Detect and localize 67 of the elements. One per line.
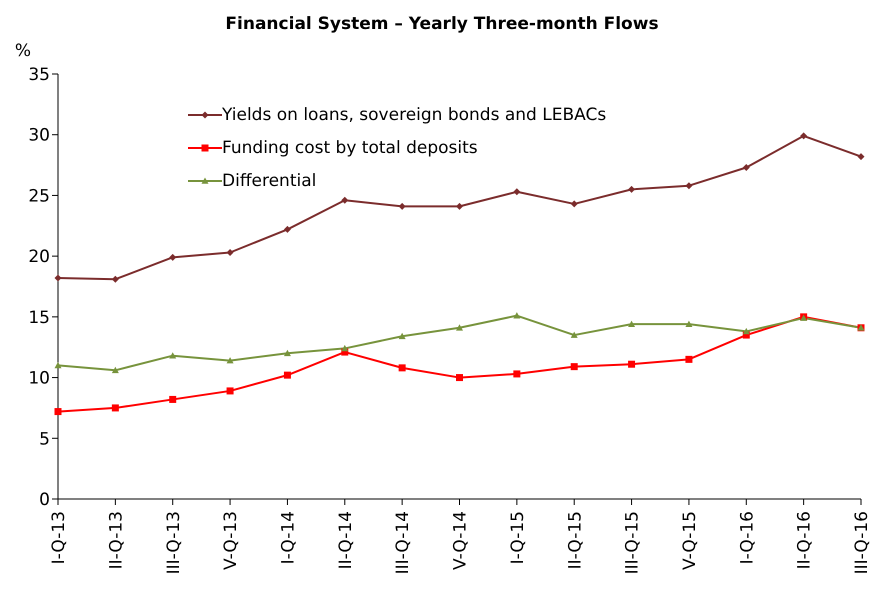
- point: [226, 357, 234, 364]
- point: [800, 132, 808, 140]
- point: [685, 356, 692, 363]
- y-tick-label: 5: [39, 429, 50, 450]
- x-tick-label: III-Q-13: [164, 511, 184, 574]
- y-tick-label: 20: [28, 247, 50, 268]
- x-tick-label: III-Q-15: [622, 511, 643, 574]
- x-tick-label: III-Q-16: [852, 511, 872, 574]
- point: [54, 362, 62, 368]
- x-tick-label: V-Q-15: [680, 511, 700, 570]
- point: [456, 202, 463, 210]
- point: [169, 396, 176, 403]
- point: [284, 350, 291, 356]
- y-tick-label: 30: [28, 126, 50, 146]
- x-tick-label: II-Q-16: [794, 511, 815, 570]
- point: [685, 182, 692, 190]
- x-tick-label: I-Q-14: [278, 511, 298, 564]
- point: [628, 186, 636, 193]
- point: [54, 408, 62, 416]
- point: [628, 360, 636, 368]
- y-tick-label: 15: [28, 308, 50, 328]
- point: [570, 332, 578, 338]
- point: [513, 370, 520, 378]
- x-tick-label: I-Q-16: [737, 511, 758, 564]
- point: [456, 374, 463, 382]
- point: [685, 320, 692, 327]
- x-tick-label: I-Q-13: [49, 511, 70, 564]
- point: [742, 164, 750, 171]
- point: [513, 312, 520, 318]
- point: [398, 332, 406, 340]
- point: [169, 352, 176, 359]
- x-tick-label: V-Q-13: [221, 511, 242, 570]
- point: [341, 196, 348, 204]
- point: [742, 328, 750, 334]
- y-tick-label: 10: [28, 368, 50, 389]
- x-tick-label: I-Q-15: [508, 511, 528, 564]
- point: [112, 404, 119, 412]
- y-axis-title: %: [14, 41, 32, 61]
- point: [456, 324, 463, 331]
- x-tick-label: V-Q-14: [450, 511, 471, 570]
- point: [112, 276, 119, 283]
- x-tick-label: II-Q-15: [565, 511, 586, 570]
- x-tick-label: II-Q-13: [106, 511, 126, 570]
- point: [398, 202, 406, 210]
- x-tick-label: III-Q-14: [393, 511, 414, 574]
- y-tick-label: 0: [39, 490, 50, 510]
- chart-title: Financial System – Yearly Three-month Flows: [224, 13, 660, 34]
- y-tick-label: 35: [28, 65, 50, 86]
- legend-label: Differential: [222, 170, 316, 190]
- point: [54, 274, 62, 282]
- point: [226, 249, 234, 256]
- point: [858, 153, 864, 160]
- legend-label: Funding cost by total deposits: [222, 138, 478, 158]
- point: [570, 200, 578, 208]
- point: [341, 344, 348, 352]
- point: [513, 188, 520, 196]
- point: [398, 364, 406, 372]
- point: [284, 226, 291, 233]
- point: [169, 254, 176, 261]
- legend-label: Yields on loans, sovereign bonds and LEBACs: [222, 104, 606, 124]
- point: [570, 363, 578, 370]
- y-tick-label: 25: [28, 186, 50, 206]
- point: [284, 372, 291, 379]
- point: [112, 366, 119, 374]
- x-tick-label: II-Q-14: [336, 511, 356, 570]
- point: [226, 387, 234, 394]
- point: [628, 320, 636, 327]
